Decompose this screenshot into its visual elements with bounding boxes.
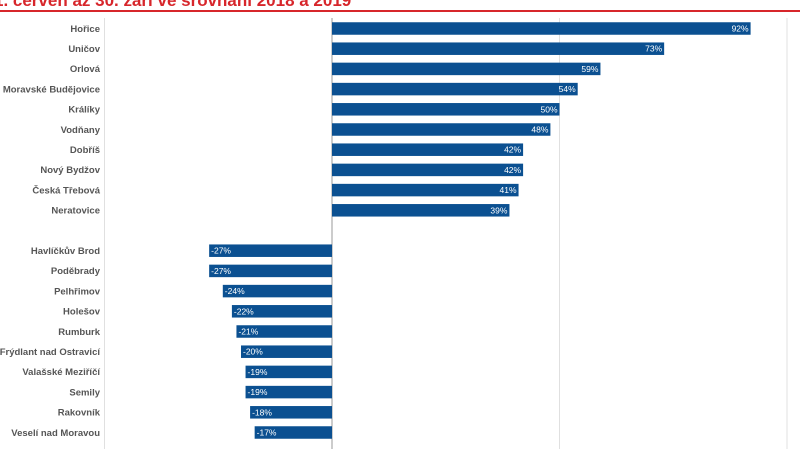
data-label: -27% [211, 246, 231, 256]
data-label: 42% [504, 145, 521, 155]
category-label: Neratovice [51, 206, 100, 217]
bar [236, 325, 332, 338]
category-label: Česká Třebová [32, 184, 100, 196]
bar [231, 305, 332, 318]
data-label: 48% [531, 125, 548, 135]
bar [332, 42, 665, 55]
category-label: Havlíčkův Brod [31, 246, 100, 257]
category-label: Dobříš [70, 145, 100, 156]
bar [209, 244, 332, 257]
data-label: 39% [490, 205, 507, 215]
category-label: Holešov [63, 307, 101, 318]
bar [332, 204, 510, 217]
bar [222, 284, 332, 298]
title-underline [0, 10, 800, 12]
category-label: Uničov [68, 44, 100, 55]
bar [254, 426, 332, 439]
category-label: Orlová [70, 64, 101, 75]
category-label: Frýdlant nad Ostravicí [0, 347, 100, 358]
data-label: 54% [559, 84, 576, 94]
bar [332, 163, 524, 177]
data-label: 73% [645, 44, 662, 54]
bar [332, 143, 524, 156]
category-label: Semily [69, 387, 100, 398]
bar [241, 345, 332, 358]
data-label: -21% [238, 327, 258, 337]
bar [332, 103, 560, 116]
data-label: -24% [225, 286, 245, 296]
bar [245, 365, 332, 379]
chart-title: 1. červen až 30. září ve srovnání 2018 a… [0, 0, 352, 10]
category-label: Pelhřimov [54, 286, 101, 297]
bar [332, 123, 551, 136]
data-label: -27% [211, 266, 231, 276]
category-label: Veselí nad Moravou [11, 428, 100, 439]
bar [332, 22, 751, 35]
data-label: 41% [500, 185, 517, 195]
data-label: -22% [234, 306, 254, 316]
category-label: Rakovník [58, 408, 101, 419]
bar [209, 264, 332, 278]
category-label: Rumburk [58, 327, 100, 338]
category-label: Moravské Budějovice [3, 84, 100, 95]
bar [245, 385, 332, 399]
category-label: Valašské Meziříčí [22, 367, 100, 378]
data-label: 92% [732, 24, 749, 34]
data-label: -18% [252, 407, 272, 417]
category-label: Poděbrady [51, 266, 101, 277]
bar [332, 183, 519, 197]
data-label: 50% [540, 104, 557, 114]
category-label: Nový Bydžov [40, 165, 100, 176]
data-label: -19% [248, 387, 268, 397]
data-label: -20% [243, 347, 263, 357]
category-label: Hořice [70, 24, 100, 35]
bar [332, 82, 578, 96]
data-label: -19% [248, 367, 268, 377]
data-label: 42% [504, 165, 521, 175]
data-label: -17% [257, 428, 277, 438]
category-label: Vodňany [61, 125, 101, 136]
category-label: Králíky [68, 105, 100, 116]
data-label: 59% [581, 64, 598, 74]
bar [332, 62, 601, 76]
bar [250, 406, 332, 419]
